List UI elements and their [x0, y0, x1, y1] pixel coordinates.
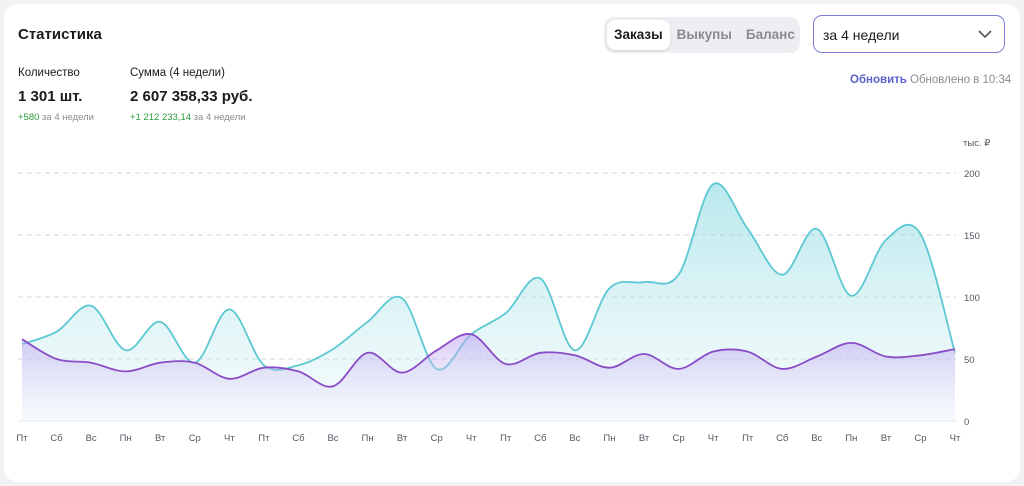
- x-tick-label: Пт: [500, 433, 512, 444]
- series-area-purple: [22, 333, 955, 421]
- x-tick-label: Ср: [672, 433, 684, 444]
- x-tick-label: Пн: [362, 433, 374, 444]
- x-tick-label: Вс: [327, 433, 338, 444]
- x-tick-label: Вс: [569, 433, 580, 444]
- x-tick-label: Сб: [776, 433, 789, 444]
- quantity-delta-note: за 4 недели: [42, 112, 94, 123]
- sum-delta-note: за 4 недели: [193, 112, 246, 123]
- page-title: Статистика: [18, 26, 102, 43]
- x-tick-label: Пт: [742, 433, 754, 444]
- x-tick-label: Сб: [292, 433, 305, 444]
- y-tick-label: 0: [964, 417, 969, 428]
- quantity-value: 1 301 шт.: [18, 88, 83, 105]
- series-line-purple: [21, 333, 956, 388]
- x-tick-label: Вс: [86, 433, 97, 444]
- x-tick-label: Пт: [258, 433, 270, 444]
- y-tick-label: 200: [964, 169, 980, 180]
- x-tick-label: Пт: [16, 433, 28, 444]
- y-unit-label: тыс. ₽: [963, 138, 991, 149]
- x-tick-label: Ср: [431, 433, 443, 444]
- x-tick-label: Сб: [50, 433, 63, 444]
- series-line-teal: [21, 182, 956, 371]
- x-tick-label: Чт: [708, 433, 719, 444]
- x-tick-label: Пн: [845, 433, 857, 444]
- x-tick-label: Вт: [639, 433, 650, 444]
- refresh-link[interactable]: Обновить: [850, 74, 907, 86]
- x-tick-label: Чт: [224, 433, 235, 444]
- sum-value: 2 607 358,33 руб.: [130, 88, 253, 105]
- x-tick-label: Вт: [881, 433, 892, 444]
- tab-orders[interactable]: Заказы: [607, 20, 670, 50]
- x-tick-label: Ср: [914, 433, 926, 444]
- period-select-value: за 4 недели: [823, 27, 900, 43]
- sum-delta-value: +1 212 233,14: [130, 112, 192, 123]
- x-tick-label: Пн: [120, 433, 132, 444]
- period-select[interactable]: за 4 недели: [813, 15, 1005, 53]
- y-tick-label: 150: [964, 231, 980, 242]
- x-tick-label: Вт: [397, 433, 408, 444]
- x-tick-label: Ср: [189, 433, 201, 444]
- view-tabs: Заказы Выкупы Баланс: [604, 17, 800, 53]
- quantity-delta: +580 за 4 недели: [18, 112, 94, 123]
- x-tick-label: Чт: [950, 433, 961, 444]
- y-tick-label: 50: [964, 355, 975, 366]
- x-tick-label: Сб: [534, 433, 547, 444]
- x-tick-label: Вс: [811, 433, 822, 444]
- tab-buyouts[interactable]: Выкупы: [676, 27, 732, 42]
- quantity-label: Количество: [18, 67, 80, 79]
- chevron-down-icon: [978, 30, 992, 39]
- x-tick-label: Вт: [155, 433, 166, 444]
- sum-label: Сумма (4 недели): [130, 67, 225, 79]
- x-tick-label: Чт: [466, 433, 477, 444]
- sum-delta: +1 212 233,14 за 4 недели: [130, 112, 246, 123]
- y-tick-label: 100: [964, 293, 980, 304]
- x-tick-label: Пн: [603, 433, 615, 444]
- quantity-delta-value: +580: [18, 112, 40, 123]
- update-status: Обновлено в 10:34: [910, 74, 1012, 86]
- tab-balance[interactable]: Баланс: [745, 27, 795, 42]
